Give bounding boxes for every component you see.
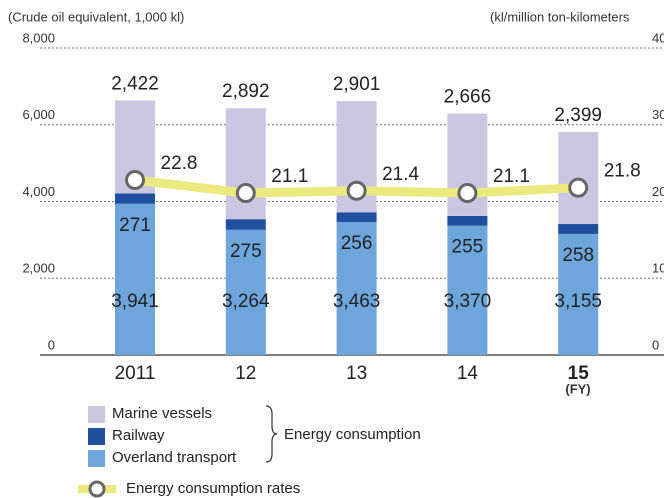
bar-segment — [225, 229, 266, 355]
legend-label: Marine vessels — [112, 405, 212, 422]
data-label: 2,422 — [111, 73, 159, 94]
x-tick-label: 2011 — [115, 363, 156, 384]
legend-label: Energy consumption rates — [126, 480, 300, 497]
bar-segment — [115, 203, 155, 355]
x-tick-label: 12 — [235, 363, 256, 384]
y2-tick-label: 10 — [652, 261, 664, 276]
legend-label: Railway — [112, 427, 165, 444]
bar-segment — [336, 222, 377, 355]
legend-group-label: Energy consumption — [284, 426, 421, 443]
legend-marker — [88, 480, 106, 498]
x-tick-label: 14 — [457, 363, 479, 384]
bar-segment — [225, 219, 266, 230]
data-label: 2,892 — [222, 81, 270, 102]
line-label: 22.8 — [161, 153, 198, 174]
y2-tick-label: 0 — [652, 337, 659, 352]
data-label: 3,941 — [111, 291, 159, 312]
bar-segment — [336, 212, 377, 223]
data-label: 271 — [119, 215, 151, 236]
bar-segment — [447, 225, 488, 355]
bar-segment — [558, 233, 599, 355]
legend-brace — [265, 405, 278, 463]
y-tick-label: 4,000 — [22, 184, 55, 199]
data-label: 258 — [562, 245, 594, 266]
x-tick-label: 13 — [346, 363, 367, 384]
line-marker — [235, 183, 256, 204]
data-label: 275 — [230, 241, 262, 262]
y2-axis-label: (kl/million ton-kilometers — [490, 9, 630, 24]
data-label: 3,370 — [444, 291, 492, 312]
line-label: 21.1 — [493, 166, 530, 187]
y2-tick-label: 20 — [652, 184, 664, 199]
bar-segment — [115, 193, 155, 204]
legend-swatch — [88, 428, 105, 445]
bar-segment — [558, 224, 599, 234]
y-tick-label: 8,000 — [22, 30, 55, 45]
line-marker — [457, 183, 478, 204]
data-label: 2,399 — [554, 105, 602, 126]
line-label: 21.1 — [271, 166, 308, 187]
data-label: 3,463 — [333, 291, 381, 312]
data-label: 3,264 — [222, 291, 270, 312]
x-tick-label: 15 — [568, 363, 590, 384]
x-unit: (FY) — [565, 381, 590, 396]
line-marker — [125, 170, 145, 191]
line-marker — [346, 180, 367, 201]
y-tick-label: 0 — [48, 337, 55, 352]
y2-tick-label: 40 — [652, 30, 664, 45]
legend-swatch — [88, 450, 105, 467]
y2-tick-label: 30 — [652, 107, 664, 122]
line-label: 21.8 — [604, 161, 641, 182]
data-label: 255 — [452, 237, 484, 258]
y-tick-label: 6,000 — [22, 107, 55, 122]
data-label: 2,666 — [444, 87, 492, 108]
line-label: 21.4 — [382, 164, 419, 185]
data-label: 3,155 — [554, 291, 602, 312]
legend-swatch — [88, 406, 105, 423]
line-marker — [568, 177, 589, 198]
y-axis-label: (Crude oil equivalent, 1,000 kl) — [8, 9, 184, 24]
legend-label: Overland transport — [112, 449, 237, 466]
bar-segment — [447, 215, 488, 226]
y-tick-label: 2,000 — [22, 261, 55, 276]
data-label: 2,901 — [333, 74, 381, 95]
data-label: 256 — [341, 233, 373, 254]
